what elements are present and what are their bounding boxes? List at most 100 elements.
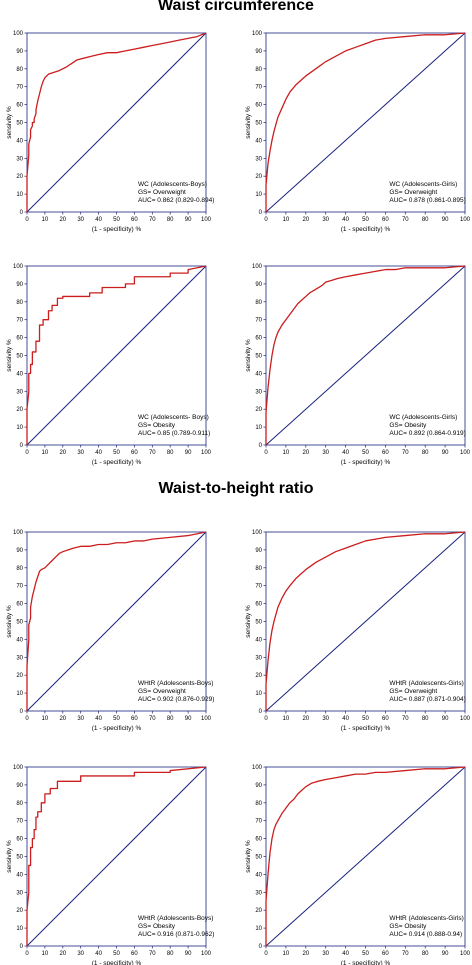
y-tick-label: 20	[255, 407, 262, 413]
x-tick-label: 50	[362, 217, 369, 223]
x-tick-label: 100	[201, 951, 212, 957]
roc-panel-2: 0 10 20 30 40 50 60 70 80 90 100 0 10 20 30 40 50 60 70 80 9…	[245, 31, 471, 233]
y-tick-label: 10	[16, 691, 23, 697]
x-tick-label: 90	[442, 450, 449, 456]
y-tick-label: 80	[255, 801, 262, 807]
y-tick-label: 70	[255, 85, 262, 91]
legend-line-3: AUC= 0.878 (0.861-0.895)	[389, 197, 465, 204]
y-tick-label: 20	[16, 673, 23, 679]
legend-line-1: WHtR (Adolescents-Boys)	[138, 915, 214, 922]
y-tick-label: 0	[259, 709, 263, 715]
x-axis-label: (1 - specificity) %	[341, 960, 391, 965]
x-axis-label: (1 - specificity) %	[92, 960, 142, 965]
x-tick-label: 30	[322, 951, 329, 957]
x-tick-label: 50	[362, 716, 369, 722]
x-tick-label: 80	[167, 951, 174, 957]
x-tick-label: 90	[442, 716, 449, 722]
y-tick-label: 10	[16, 926, 23, 932]
y-tick-label: 80	[255, 566, 262, 572]
x-axis-label: (1 - specificity) %	[341, 725, 391, 732]
y-axis-label: sensivity %	[245, 106, 252, 139]
x-tick-label: 80	[422, 716, 429, 722]
x-tick-label: 70	[402, 217, 409, 223]
y-tick-label: 80	[16, 801, 23, 807]
roc-curve	[265, 531, 466, 711]
y-tick-label: 90	[255, 548, 262, 554]
x-tick-label: 100	[460, 450, 471, 456]
y-tick-label: 70	[255, 819, 262, 825]
y-tick-label: 40	[255, 138, 262, 144]
section-title-waist-to-height-ratio: Waist-to-height ratio	[158, 480, 314, 497]
y-tick-label: 90	[16, 282, 23, 288]
x-tick-label: 60	[382, 716, 389, 722]
y-tick-label: 10	[255, 926, 262, 932]
x-tick-label: 60	[131, 217, 138, 223]
y-tick-label: 0	[259, 210, 263, 216]
legend-line-3: AUC= 0.902 (0.876-0.929)	[138, 696, 214, 703]
x-tick-label: 80	[422, 951, 429, 957]
x-tick-label: 70	[149, 716, 156, 722]
y-tick-label: 70	[16, 819, 23, 825]
y-tick-label: 50	[255, 620, 262, 626]
roc-panel-4: 0 10 20 30 40 50 60 70 80 90 100 0 10 20 30 40 50 60 70 80 9…	[245, 264, 471, 466]
y-tick-label: 30	[16, 655, 23, 661]
x-tick-label: 50	[113, 716, 120, 722]
x-tick-label: 70	[402, 450, 409, 456]
legend-line-2: GS= Overweight	[138, 189, 186, 196]
legend-line-3: AUC= 0.916 (0.871-0.962)	[138, 931, 214, 938]
y-tick-label: 60	[16, 103, 23, 109]
x-tick-label: 60	[382, 450, 389, 456]
y-tick-label: 10	[16, 192, 23, 198]
legend-line-3: AUC= 0.85 (0.789-0.911)	[138, 430, 210, 437]
y-tick-label: 80	[255, 300, 262, 306]
x-axis-label: (1 - specificity) %	[92, 725, 142, 732]
x-tick-label: 30	[322, 217, 329, 223]
roc-panel-8: 0 10 20 30 40 50 60 70 80 90 100 0 10 20 30 40 50 60 70 80 9…	[245, 765, 471, 965]
y-tick-label: 60	[255, 103, 262, 109]
y-tick-label: 100	[13, 765, 24, 771]
x-tick-label: 80	[167, 217, 174, 223]
roc-curve	[26, 265, 207, 445]
x-tick-label: 0	[264, 951, 268, 957]
roc-curve	[265, 766, 466, 946]
x-axis-label: (1 - specificity) %	[341, 226, 391, 233]
y-axis-label: sensivity %	[6, 339, 13, 372]
x-tick-label: 10	[283, 716, 290, 722]
x-tick-label: 100	[201, 450, 212, 456]
x-tick-label: 80	[422, 450, 429, 456]
y-axis-label: sensivity %	[245, 840, 252, 873]
y-tick-label: 30	[16, 890, 23, 896]
y-tick-label: 0	[20, 944, 24, 950]
x-tick-label: 10	[42, 450, 49, 456]
x-tick-label: 10	[42, 716, 49, 722]
y-tick-label: 90	[255, 49, 262, 55]
x-tick-label: 20	[302, 450, 309, 456]
x-tick-label: 100	[460, 217, 471, 223]
y-tick-label: 100	[13, 530, 24, 536]
x-tick-label: 30	[322, 450, 329, 456]
roc-panel-6: 0 10 20 30 40 50 60 70 80 90 100 0 10 20 30 40 50 60 70 80 9…	[245, 530, 471, 732]
x-tick-label: 50	[113, 217, 120, 223]
x-tick-label: 10	[283, 217, 290, 223]
y-tick-label: 10	[255, 425, 262, 431]
diagonal-reference-line	[265, 265, 466, 446]
x-tick-label: 10	[42, 217, 49, 223]
legend-line-2: GS= Overweight	[138, 688, 186, 695]
x-tick-label: 60	[131, 951, 138, 957]
y-tick-label: 20	[255, 673, 262, 679]
y-tick-label: 90	[16, 783, 23, 789]
x-tick-label: 0	[25, 716, 29, 722]
x-tick-label: 60	[382, 951, 389, 957]
x-tick-label: 40	[95, 217, 102, 223]
x-tick-label: 0	[25, 951, 29, 957]
x-tick-label: 80	[167, 716, 174, 722]
diagonal-reference-line	[26, 32, 207, 213]
x-tick-label: 20	[59, 716, 66, 722]
roc-curve	[265, 265, 466, 445]
roc-panel-3: 0 10 20 30 40 50 60 70 80 90 100 0 10 20 30 40 50 60 70 80 9…	[6, 264, 212, 466]
legend-line-1: WHtR (Adolescents-Girls)	[389, 680, 463, 687]
x-tick-label: 40	[95, 450, 102, 456]
x-tick-label: 30	[77, 217, 84, 223]
legend-line-3: AUC= 0.914 (0.888-0.94)	[389, 931, 462, 938]
y-tick-label: 90	[16, 548, 23, 554]
